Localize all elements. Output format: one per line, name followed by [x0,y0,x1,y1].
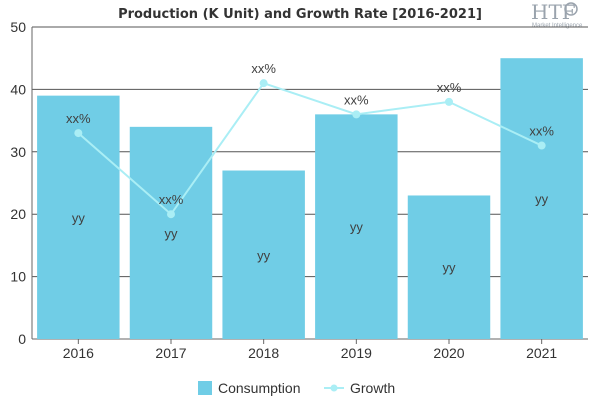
growth-point-2016 [74,129,83,138]
bar-label-2017: yy [165,226,179,241]
legend-growth-label: Growth [350,380,395,396]
growth-label-2019: xx% [344,92,369,107]
growth-point-2018 [259,79,268,88]
growth-point-2020 [445,97,453,106]
logo-globe-icon [564,2,578,16]
x-tick-label: 2017 [155,345,186,361]
growth-point-2017 [167,210,175,219]
y-tick-label: 10 [10,269,26,285]
bar-label-2016: yy [72,210,86,225]
bar-label-2018: yy [257,248,271,263]
x-tick-label: 2018 [248,345,279,361]
y-tick-label: 0 [18,331,26,347]
y-tick-label: 20 [10,206,26,222]
growth-point-2019 [352,110,361,119]
growth-label-2021: xx% [529,124,554,139]
x-tick-label: 2021 [526,345,557,361]
growth-point-2021 [537,141,546,150]
growth-label-2016: xx% [66,111,91,126]
y-tick-label: 30 [10,144,26,160]
x-tick-label: 2016 [63,345,94,361]
growth-line [77,81,543,216]
y-tick-label: 50 [10,19,26,35]
logo-subtext: Market Intelligence [532,23,583,29]
growth-label-2018: xx% [251,61,276,76]
gridlines [32,26,588,340]
line-data-labels: xx% xx% xx% xx% xx% xx% [66,61,554,207]
chart-title: Production (K Unit) and Growth Rate [201… [118,7,482,22]
bar-label-2019: yy [350,220,364,235]
bar-series [37,58,583,339]
growth-label-2020: xx% [437,80,462,95]
bar-data-labels: yy yy yy yy yy yy [72,192,549,276]
bar-2018 [222,170,305,339]
legend-consumption-label: Consumption [218,380,301,396]
x-tick-label: 2020 [433,345,464,361]
bar-label-2020: yy [443,260,457,275]
growth-label-2017: xx% [159,192,184,207]
logo: HTF Market Intelligence [531,0,583,29]
line-series [74,79,546,219]
bar-2017 [129,126,213,339]
x-tick-label: 2019 [341,345,372,361]
legend-growth-marker [330,384,338,392]
legend: Consumption Growth [198,380,395,396]
legend-consumption-swatch [198,381,212,395]
bar-2021 [500,58,583,339]
y-tick-label: 40 [10,81,26,97]
x-axis: 2016 2017 2018 2019 2020 2021 [63,339,557,361]
bar-label-2021: yy [535,192,549,207]
bar-2020 [407,195,491,339]
bar-2019 [315,114,398,339]
y-axis: 0 10 20 30 40 50 [10,19,33,347]
